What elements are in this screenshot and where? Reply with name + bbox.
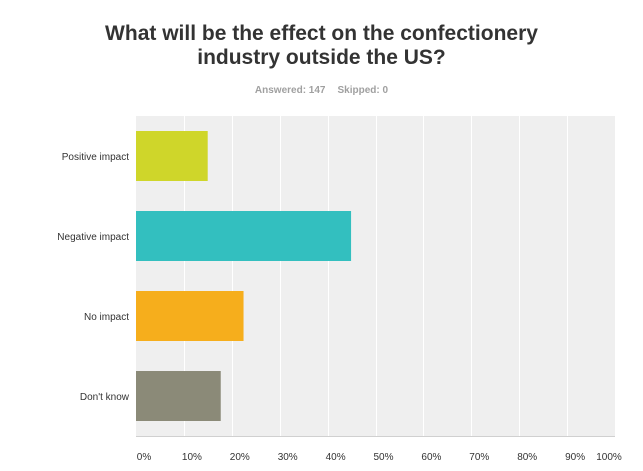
response-stats: Answered: 147 Skipped: 0 [0,85,643,96]
chart-title-line-1: What will be the effect on the confectio… [105,22,538,45]
bars [136,131,352,421]
x-tick-label: 50% [373,452,393,463]
chart-title: What will be the effect on the confectio… [0,22,643,70]
x-tick-label: 0% [137,452,152,463]
chart-title-line-2: industry outside the US? [197,46,446,69]
category-labels: Positive impact Negative impact No impact D… [57,152,129,403]
x-tick-label: 90% [565,452,585,463]
x-tick-label: 10% [182,452,202,463]
bar[interactable] [136,371,221,421]
x-tick-label: 70% [469,452,489,463]
x-tick-label: 30% [278,452,298,463]
category-label: No impact [84,312,129,323]
x-tick-label: 40% [326,452,346,463]
grid-lines [184,116,568,436]
category-label: Negative impact [57,232,129,243]
category-label: Don't know [80,392,130,403]
x-tick-label: 60% [421,452,441,463]
bar[interactable] [136,291,244,341]
answered-count: Answered: 147 [254,85,326,96]
bar[interactable] [136,211,352,261]
x-tick-label: 100% [596,452,622,463]
category-label: Positive impact [62,152,129,163]
x-tick-label: 20% [230,452,250,463]
x-tick-label: 80% [517,452,537,463]
bar[interactable] [136,131,208,181]
skipped-count: Skipped: 0 [337,85,389,96]
x-tick-labels: 0% 10% 20% 30% 40% 50% 60% 70% 80% 90% 100% [137,452,622,463]
